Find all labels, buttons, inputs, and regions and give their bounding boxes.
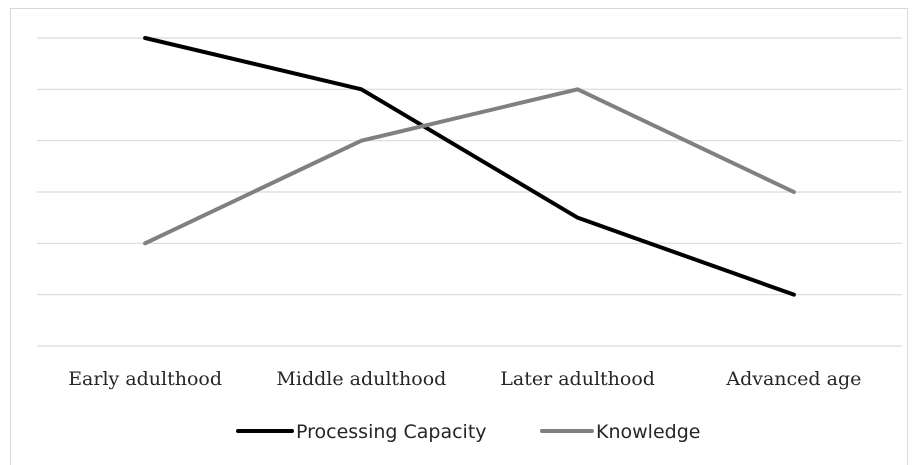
legend-label: Processing Capacity (296, 421, 487, 443)
series-line-knowledge (143, 87, 796, 246)
legend-label: Knowledge (596, 421, 700, 443)
x-tick-label: Middle adulthood (276, 368, 446, 390)
series-line-processing-capacity (143, 36, 796, 297)
x-tick-label: Advanced age (725, 368, 861, 390)
x-tick-label: Early adulthood (68, 368, 222, 390)
x-tick-label: Later adulthood (500, 368, 655, 390)
chart-frame (10, 8, 908, 465)
